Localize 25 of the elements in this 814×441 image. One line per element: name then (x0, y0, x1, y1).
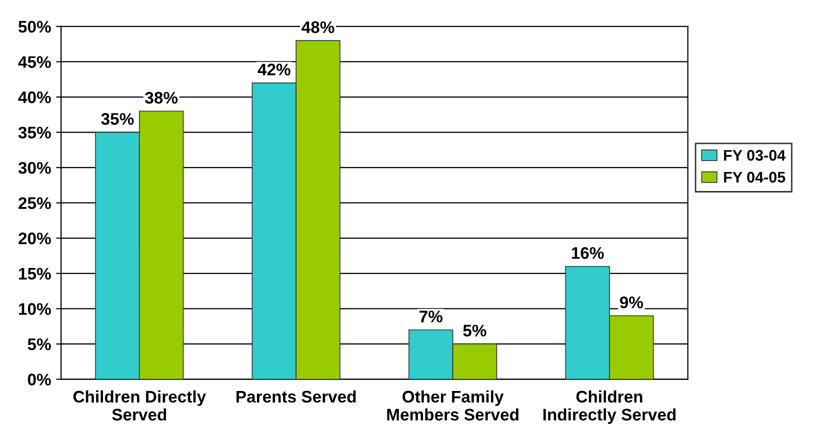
y-tick-label: 35% (18, 126, 51, 139)
y-tick-label: 10% (19, 303, 51, 315)
y-tick-label: 40% (18, 91, 51, 104)
y-tick-label: 25% (18, 197, 51, 210)
y-tick-label: 20% (18, 232, 51, 244)
x-tick-label: Children Directly Served (73, 390, 206, 421)
y-tick-label: 5% (28, 338, 51, 350)
x-tick-label: Parents Served (236, 390, 356, 403)
legend-label: FY 04-05 (724, 172, 786, 183)
data-label: 5% (463, 324, 486, 337)
data-label: 48% (302, 21, 334, 34)
data-label: 35% (101, 113, 134, 125)
y-tick-label: 0% (28, 374, 51, 386)
y-tick-label: 50% (18, 20, 51, 33)
x-tick-label: Other Family Members Served (387, 390, 518, 421)
data-label: 7% (420, 310, 442, 322)
data-label: 38% (145, 92, 178, 104)
x-tick-label: Children Indirectly Served (543, 390, 676, 424)
data-label: 16% (572, 247, 604, 259)
y-tick-label: 15% (19, 268, 51, 280)
data-label: 9% (620, 296, 644, 308)
legend-label: FY 03-04 (724, 150, 786, 161)
y-tick-label: 30% (18, 162, 51, 174)
data-label: 42% (258, 64, 290, 76)
y-tick-label: 45% (18, 56, 51, 68)
